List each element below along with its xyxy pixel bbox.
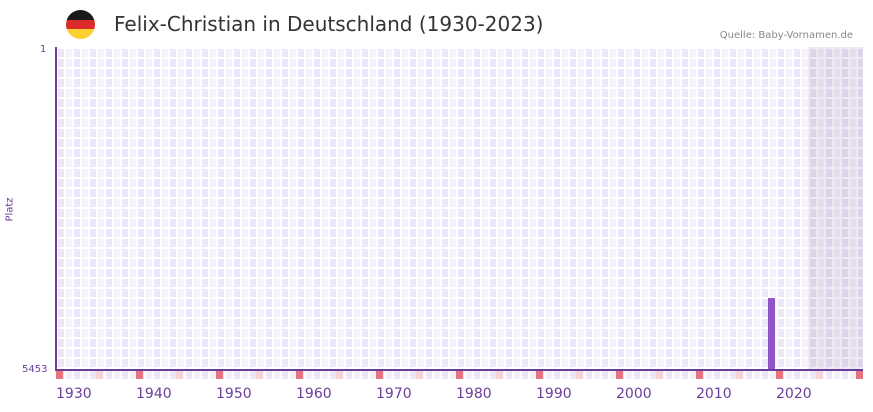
x-tick: 1990 bbox=[536, 386, 572, 402]
page-title: Felix-Christian in Deutschland (1930-202… bbox=[114, 12, 544, 36]
x-tick: 1950 bbox=[216, 386, 252, 402]
germany-flag-icon bbox=[66, 10, 95, 39]
x-tick: 1940 bbox=[136, 386, 172, 402]
x-tick: 1970 bbox=[376, 386, 412, 402]
x-tick: 1930 bbox=[56, 386, 92, 402]
source-label: Quelle: Baby-Vornamen.de bbox=[719, 30, 853, 41]
y-axis bbox=[55, 47, 57, 371]
incomplete-data-region bbox=[808, 47, 863, 370]
x-tick: 2000 bbox=[616, 386, 652, 402]
year-marker-row bbox=[56, 371, 863, 379]
x-tick: 1980 bbox=[456, 386, 492, 402]
plot-area bbox=[56, 47, 863, 370]
y-tick-bottom: 5453 bbox=[22, 364, 48, 375]
y-axis-title: Platz bbox=[4, 197, 16, 222]
bar-2019[interactable] bbox=[768, 298, 775, 370]
x-tick: 2010 bbox=[696, 386, 732, 402]
x-axis bbox=[55, 369, 863, 371]
x-tick: 2020 bbox=[776, 386, 812, 402]
x-tick: 1960 bbox=[296, 386, 332, 402]
y-tick-top: 1 bbox=[40, 44, 47, 55]
